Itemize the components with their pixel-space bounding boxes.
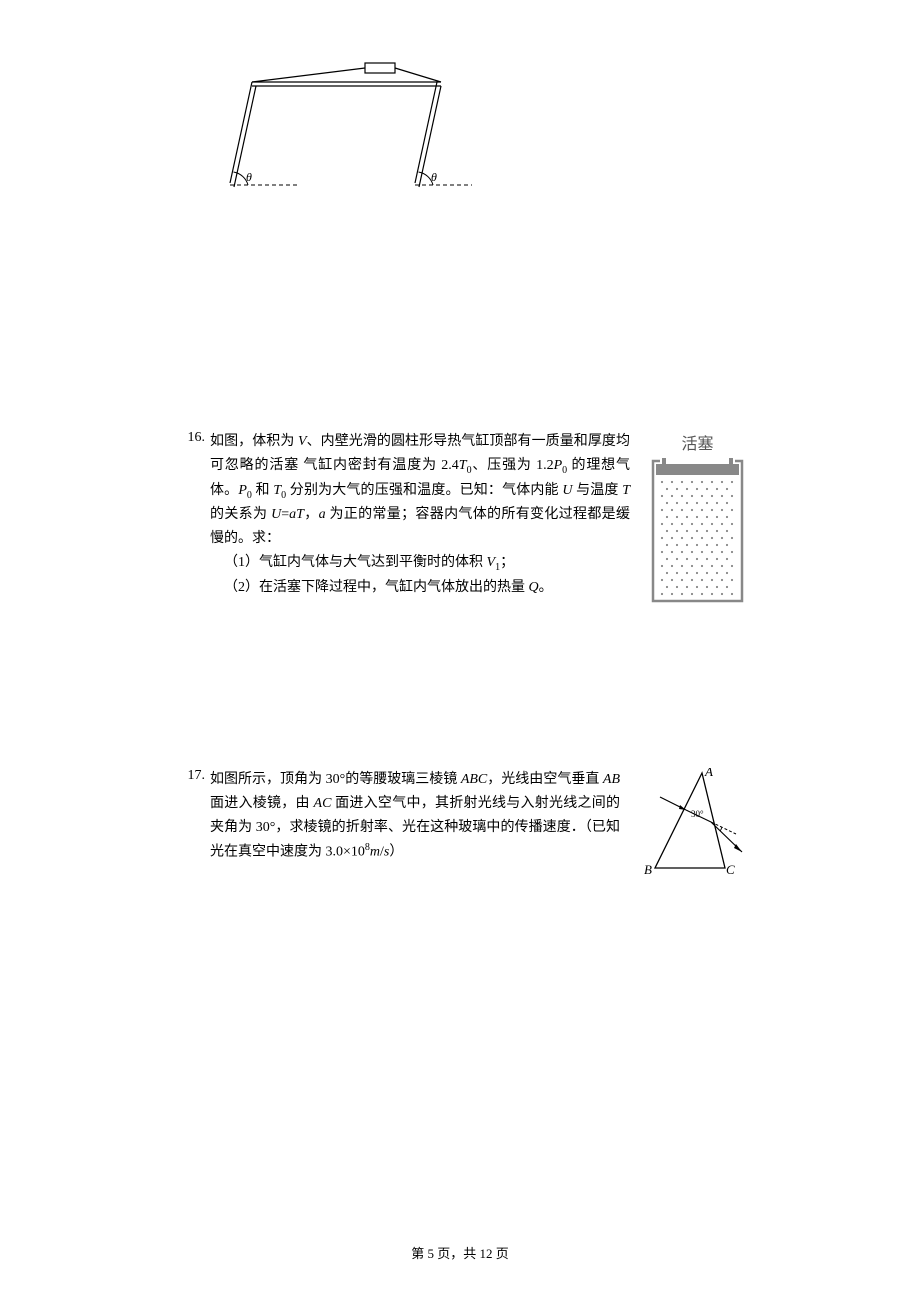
problem-17-text: 如图所示，顶角为 30°的等腰玻璃三棱镜 ABC，光线由空气垂直 AB 面进入棱… — [210, 768, 620, 888]
problem-17: 17. 如图所示，顶角为 30°的等腰玻璃三棱镜 ABC，光线由空气垂直 AB … — [175, 768, 745, 888]
problem-16-text: 如图，体积为 V、内壁光滑的圆柱形导热气缸顶部有一质量和厚度均可忽略的活塞 气缸… — [210, 430, 630, 608]
rails-diagram: R θ θ — [210, 60, 745, 220]
page-footer: 第 5 页，共 12 页 — [0, 1243, 920, 1262]
cylinder-figure: 活塞 — [650, 430, 745, 608]
theta-label-right: θ — [431, 170, 437, 184]
vertex-a: A — [704, 768, 713, 779]
piston-label: 活塞 — [650, 430, 745, 454]
problem-number: 16. — [175, 430, 205, 446]
resistor-label: R — [374, 60, 384, 64]
prism-figure: 30° A B C — [640, 768, 745, 888]
vertex-b: B — [644, 862, 652, 877]
problem-number: 17. — [175, 768, 205, 784]
angle-label: 30° — [691, 809, 704, 819]
vertex-c: C — [726, 862, 735, 877]
theta-label-left: θ — [246, 170, 252, 184]
problem-16: 16. 如图，体积为 V、内壁光滑的圆柱形导热气缸顶部有一质量和厚度均可忽略的活… — [175, 430, 745, 608]
